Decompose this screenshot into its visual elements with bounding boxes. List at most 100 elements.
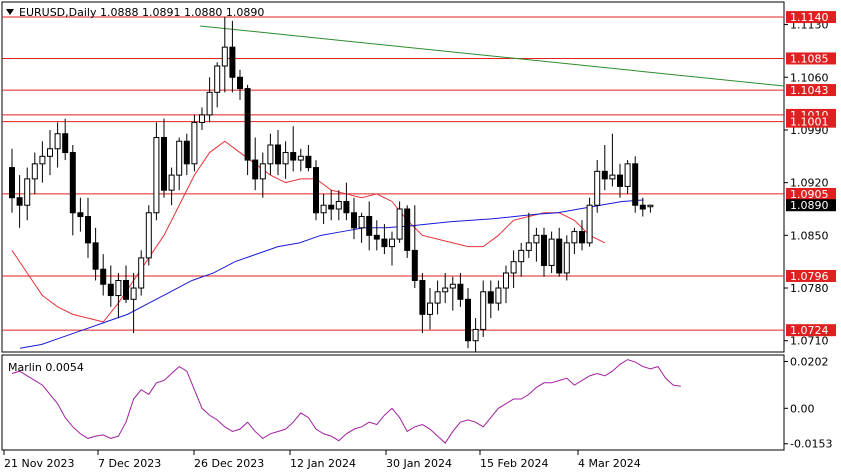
candle[interactable] bbox=[199, 107, 205, 130]
candle[interactable] bbox=[237, 69, 243, 100]
candle[interactable] bbox=[563, 235, 570, 281]
candle[interactable] bbox=[31, 152, 38, 194]
candle[interactable] bbox=[389, 231, 395, 266]
candle[interactable] bbox=[320, 193, 327, 225]
candle[interactable] bbox=[115, 272, 122, 319]
price-pane[interactable] bbox=[1, 1, 785, 353]
candle[interactable] bbox=[69, 145, 76, 236]
candle[interactable] bbox=[541, 227, 547, 277]
candle[interactable] bbox=[411, 205, 418, 289]
candle[interactable] bbox=[579, 220, 585, 251]
candle[interactable] bbox=[632, 156, 639, 213]
green-trend-line[interactable] bbox=[199, 25, 785, 87]
candle[interactable] bbox=[24, 167, 31, 221]
candle[interactable] bbox=[206, 77, 213, 123]
candle[interactable] bbox=[503, 265, 509, 304]
candle[interactable] bbox=[259, 152, 266, 198]
candle[interactable] bbox=[130, 272, 137, 334]
candle[interactable] bbox=[442, 272, 449, 304]
candle-body bbox=[571, 231, 578, 244]
candle[interactable] bbox=[282, 141, 289, 179]
candle[interactable] bbox=[161, 118, 167, 198]
candle[interactable] bbox=[586, 197, 593, 247]
candle[interactable] bbox=[358, 212, 365, 243]
candle[interactable] bbox=[16, 175, 23, 228]
candle-body bbox=[313, 167, 319, 214]
candle-body bbox=[275, 144, 281, 165]
blue-moving-average[interactable] bbox=[19, 199, 644, 349]
candle[interactable] bbox=[351, 197, 357, 240]
candle[interactable] bbox=[183, 133, 190, 176]
candle[interactable] bbox=[214, 62, 221, 108]
candle[interactable] bbox=[297, 148, 304, 172]
candle[interactable] bbox=[77, 197, 84, 232]
candle[interactable] bbox=[449, 276, 456, 311]
candle[interactable] bbox=[138, 250, 145, 296]
candle[interactable] bbox=[639, 197, 646, 217]
candle[interactable] bbox=[145, 205, 152, 266]
candle[interactable] bbox=[229, 20, 236, 93]
candle[interactable] bbox=[548, 231, 555, 273]
candle[interactable] bbox=[647, 204, 654, 213]
candle[interactable] bbox=[472, 318, 479, 352]
candle[interactable] bbox=[47, 129, 53, 176]
candle[interactable] bbox=[290, 126, 297, 172]
candle[interactable] bbox=[176, 137, 183, 191]
collapse-arrow-icon[interactable] bbox=[6, 9, 14, 15]
candle[interactable] bbox=[366, 201, 373, 251]
indicator-pane[interactable] bbox=[1, 354, 785, 451]
candle[interactable] bbox=[617, 163, 623, 198]
candle[interactable] bbox=[373, 220, 380, 251]
candle[interactable] bbox=[457, 272, 464, 307]
candle[interactable] bbox=[244, 84, 251, 176]
candle[interactable] bbox=[123, 265, 129, 304]
candle[interactable] bbox=[381, 224, 388, 255]
candle[interactable] bbox=[487, 280, 494, 319]
candle[interactable] bbox=[9, 148, 15, 213]
candle[interactable] bbox=[609, 133, 616, 187]
candle[interactable] bbox=[510, 250, 517, 289]
candle[interactable] bbox=[62, 118, 69, 161]
candle[interactable] bbox=[313, 160, 319, 221]
candle-body bbox=[366, 216, 373, 236]
candle-body bbox=[495, 287, 502, 304]
candle[interactable] bbox=[92, 227, 99, 281]
candle[interactable] bbox=[404, 205, 411, 258]
candle[interactable] bbox=[427, 288, 433, 330]
candle[interactable] bbox=[252, 137, 259, 191]
candle[interactable] bbox=[556, 227, 563, 277]
candle[interactable] bbox=[100, 254, 107, 296]
candle[interactable] bbox=[328, 190, 335, 221]
candle[interactable] bbox=[343, 182, 350, 221]
candle[interactable] bbox=[153, 122, 160, 221]
candle[interactable] bbox=[594, 160, 601, 213]
candle[interactable] bbox=[191, 114, 198, 172]
candle[interactable] bbox=[480, 280, 487, 337]
candle[interactable] bbox=[107, 265, 114, 307]
candle[interactable] bbox=[267, 133, 274, 176]
candle[interactable] bbox=[305, 145, 312, 172]
candle[interactable] bbox=[275, 129, 281, 176]
candle[interactable] bbox=[525, 212, 532, 258]
candle-body bbox=[510, 261, 517, 274]
candle[interactable] bbox=[495, 280, 502, 311]
candle[interactable] bbox=[434, 280, 441, 315]
red-moving-average[interactable] bbox=[11, 140, 606, 323]
marlin-line[interactable] bbox=[11, 359, 681, 444]
candle[interactable] bbox=[54, 122, 61, 168]
candle[interactable] bbox=[221, 17, 228, 93]
candle[interactable] bbox=[85, 197, 91, 258]
candle[interactable] bbox=[533, 227, 540, 262]
candle[interactable] bbox=[396, 201, 403, 243]
candle[interactable] bbox=[419, 272, 426, 334]
candle[interactable] bbox=[335, 190, 342, 221]
candle[interactable] bbox=[465, 288, 471, 349]
candle[interactable] bbox=[601, 145, 608, 191]
candle[interactable] bbox=[571, 227, 578, 255]
candle[interactable] bbox=[39, 141, 46, 183]
candle[interactable] bbox=[518, 242, 525, 277]
candle[interactable] bbox=[624, 160, 631, 194]
candle-body bbox=[168, 174, 175, 191]
candle[interactable] bbox=[168, 167, 175, 206]
